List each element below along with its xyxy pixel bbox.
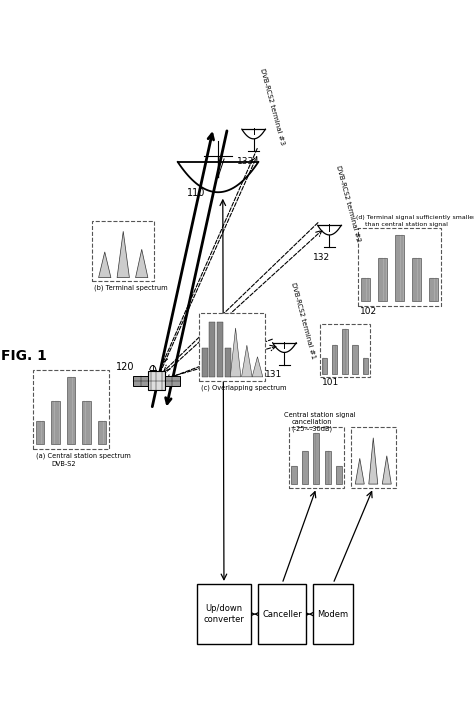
Bar	[67, 377, 75, 444]
Bar	[82, 401, 91, 444]
Text: 120: 120	[116, 362, 135, 372]
Bar	[291, 466, 297, 484]
Bar	[429, 278, 438, 301]
Text: (-25∼-30dB): (-25∼-30dB)	[292, 426, 333, 432]
Bar	[363, 358, 368, 375]
Bar	[289, 427, 344, 488]
Polygon shape	[148, 372, 164, 390]
Bar	[302, 451, 308, 484]
Text: 131: 131	[265, 370, 283, 379]
Text: DVB-RCS2 terminal #1: DVB-RCS2 terminal #1	[290, 281, 316, 360]
Bar	[322, 358, 327, 375]
Text: Canceller: Canceller	[262, 609, 302, 619]
Text: 133: 133	[237, 157, 254, 166]
Polygon shape	[136, 249, 148, 278]
Bar	[217, 323, 223, 377]
Bar	[358, 228, 441, 306]
Text: 132: 132	[313, 253, 330, 262]
Bar	[351, 427, 396, 488]
Text: DVB-RCS2 terminal #3: DVB-RCS2 terminal #3	[259, 68, 285, 146]
Polygon shape	[164, 375, 180, 387]
Polygon shape	[230, 328, 241, 377]
Text: DVB-S2: DVB-S2	[51, 461, 76, 466]
Bar	[320, 324, 370, 377]
Polygon shape	[356, 459, 364, 484]
Text: FIG. 1: FIG. 1	[1, 349, 46, 363]
Text: cancellation: cancellation	[292, 419, 332, 424]
Bar	[98, 421, 106, 444]
Bar	[199, 313, 265, 381]
Polygon shape	[242, 345, 252, 377]
Text: 102: 102	[360, 307, 377, 316]
Bar	[361, 278, 370, 301]
Bar	[412, 258, 421, 301]
Bar	[325, 451, 330, 484]
Bar	[197, 584, 251, 644]
Text: (c) Overlapping spectrum: (c) Overlapping spectrum	[201, 384, 287, 391]
Bar	[342, 329, 347, 375]
Text: (d) Terminal signal sufficiently smaller: (d) Terminal signal sufficiently smaller	[356, 214, 474, 219]
Bar	[36, 421, 44, 444]
Bar	[202, 348, 208, 377]
Text: 110: 110	[187, 188, 206, 198]
Text: than central station signal: than central station signal	[365, 221, 448, 226]
Text: (b) Terminal spectrum: (b) Terminal spectrum	[94, 285, 167, 291]
Text: (a) Central station spectrum: (a) Central station spectrum	[36, 452, 130, 459]
Bar	[210, 323, 215, 377]
Bar	[378, 258, 387, 301]
Text: Modem: Modem	[318, 609, 348, 619]
Bar	[225, 348, 230, 377]
Bar	[33, 370, 109, 449]
Bar	[332, 345, 337, 375]
Polygon shape	[252, 357, 263, 377]
Polygon shape	[369, 438, 378, 484]
Polygon shape	[133, 375, 148, 387]
Polygon shape	[383, 456, 391, 484]
Polygon shape	[117, 231, 129, 278]
Bar	[92, 221, 154, 281]
Bar	[258, 584, 306, 644]
Bar	[51, 401, 60, 444]
Bar	[352, 345, 358, 375]
Bar	[313, 584, 353, 644]
Text: Central station signal: Central station signal	[284, 412, 356, 417]
Text: DVB-RCS2 terminal #2: DVB-RCS2 terminal #2	[335, 164, 361, 242]
Text: 101: 101	[322, 378, 339, 387]
Bar	[395, 235, 404, 301]
Text: Up/down
converter: Up/down converter	[203, 604, 245, 624]
Bar	[313, 433, 319, 484]
Bar	[336, 466, 342, 484]
Polygon shape	[99, 252, 111, 278]
